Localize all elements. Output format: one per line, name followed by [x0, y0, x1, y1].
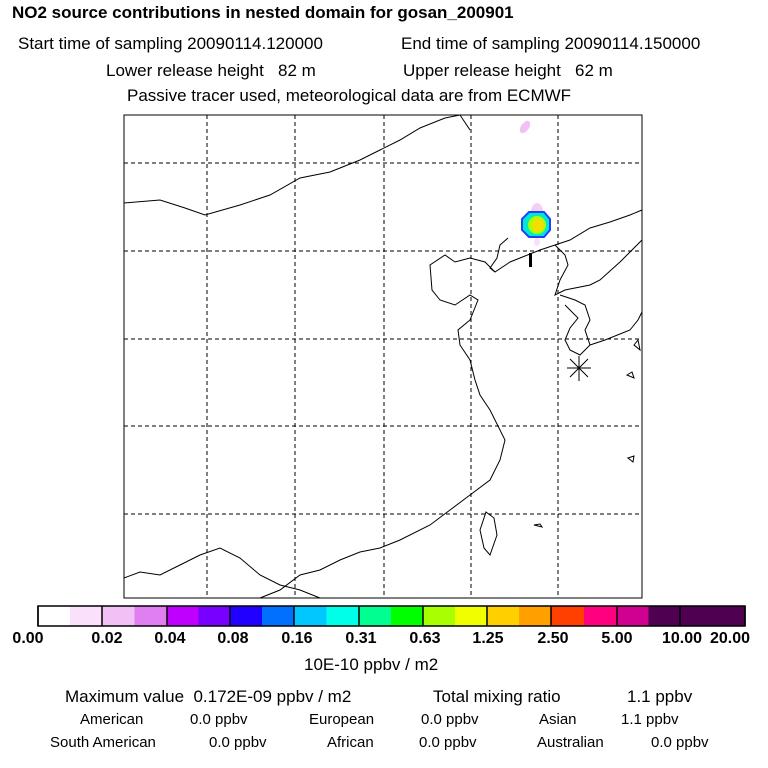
lower-release-height: Lower release height 82 m [106, 61, 316, 80]
colorbar-tick-label: 10.00 [661, 630, 703, 647]
european-label: European [309, 711, 375, 728]
coastlines [123, 114, 643, 599]
total-mixing-value: 1.1 ppbv [627, 687, 693, 706]
colorbar-segment [198, 606, 231, 626]
colorbar-tick-label: 0.02 [91, 630, 123, 647]
colorbar-tick-label: 0.00 [12, 630, 44, 647]
colorbar-segment [551, 606, 585, 626]
colorbar-segment [648, 606, 681, 626]
african-label: African [327, 734, 374, 751]
colorbar-tick-label: 0.31 [345, 630, 377, 647]
colorbar-segment [617, 606, 649, 626]
colorbar-segment [584, 606, 618, 626]
european-value: 0.0 ppbv [421, 711, 479, 728]
asian-label: Asian [539, 711, 577, 728]
colorbar-tick-label: 0.63 [409, 630, 441, 647]
american-value: 0.0 ppbv [190, 711, 248, 728]
colorbar-segment [391, 606, 424, 626]
map-frame [123, 114, 643, 599]
south-american-label: South American [50, 734, 156, 751]
american-label: American [80, 711, 144, 728]
colorbar-tick-label: 2.50 [537, 630, 569, 647]
colorbar-segment [712, 606, 746, 626]
colorbar-tick-label: 0.16 [281, 630, 313, 647]
colorbar-tick-label: 5.00 [601, 630, 633, 647]
colorbar-segment [102, 606, 135, 626]
asian-value: 1.1 ppbv [621, 711, 679, 728]
australian-label: Australian [537, 734, 604, 751]
colorbar-segment [487, 606, 520, 626]
colorbar-frame [37, 605, 746, 627]
colorbar-segment [230, 606, 263, 626]
australian-value: 0.0 ppbv [651, 734, 709, 751]
colorbar-tick-label: 1.25 [472, 630, 504, 647]
african-value: 0.0 ppbv [419, 734, 477, 751]
colorbar-tick-label: 20.00 [709, 630, 751, 647]
end-time: End time of sampling 20090114.150000 [401, 34, 701, 53]
tracer-note: Passive tracer used, meteorological data… [127, 86, 572, 105]
south-american-value: 0.0 ppbv [209, 734, 267, 751]
colorbar-segment [519, 606, 552, 626]
colorbar-segment [326, 606, 360, 626]
colorbar-segment [359, 606, 392, 626]
colorbar-segment [294, 606, 327, 626]
colorbar-segment [262, 606, 295, 626]
colorbar-segment [38, 606, 71, 626]
upper-release-height: Upper release height 62 m [403, 61, 613, 80]
colorbar-tick-label: 0.04 [154, 630, 186, 647]
colorbar-segment [423, 606, 456, 626]
plot-title: NO2 source contributions in nested domai… [12, 3, 514, 22]
colorbar-segment [134, 606, 168, 626]
colorbar [37, 605, 746, 627]
colorbar-segment [167, 606, 199, 626]
total-mixing-label: Total mixing ratio [433, 687, 561, 706]
max-value: Maximum value 0.172E-09 ppbv / m2 [65, 687, 352, 706]
start-time: Start time of sampling 20090114.120000 [18, 34, 323, 53]
colorbar-segment [455, 606, 488, 626]
colorbar-unit: 10E-10 ppbv / m2 [304, 655, 439, 674]
colorbar-tick-label: 0.08 [217, 630, 249, 647]
concentration-hotspot [519, 120, 551, 246]
grid-lines [124, 115, 642, 598]
source-marker [529, 253, 532, 267]
colorbar-segment [680, 606, 713, 626]
colorbar-segment [70, 606, 103, 626]
receptor-star-marker [567, 356, 591, 381]
